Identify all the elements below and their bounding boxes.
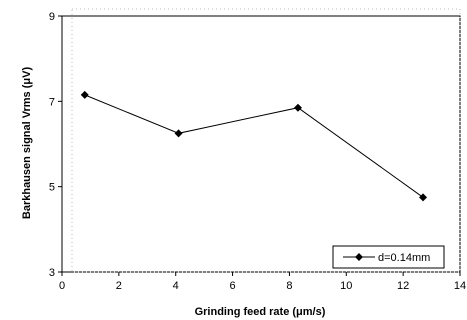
legend-box — [332, 245, 445, 269]
data-point-diamond — [419, 193, 428, 202]
plot-frame — [61, 15, 461, 273]
y-axis-ticks: 3 5 7 9 — [49, 11, 62, 279]
y-tick-label: 7 — [49, 96, 55, 108]
legend-diamond-marker — [355, 253, 363, 261]
x-tick-label: 0 — [59, 280, 65, 292]
x-tick-label: 12 — [397, 280, 409, 292]
legend-label: d=0.14mm — [378, 252, 430, 264]
x-tick-label: 2 — [116, 280, 122, 292]
x-tick-label: 10 — [340, 280, 352, 292]
series-line — [84, 94, 424, 198]
data-point-diamond — [80, 90, 89, 99]
y-tick-label: 3 — [49, 267, 55, 279]
dotted-frame-decoration — [71, 8, 461, 273]
x-tick-label: 4 — [173, 280, 179, 292]
y-axis-label: Barkhausen signal Vrms (μV) — [21, 67, 33, 220]
x-tick-label: 6 — [230, 280, 236, 292]
y-tick-label: 5 — [49, 182, 55, 194]
plot-area — [61, 8, 461, 273]
y-tick-label: 9 — [49, 11, 55, 23]
data-point-diamond — [293, 103, 302, 112]
x-axis-label: Grinding feed rate (μm/s) — [195, 306, 326, 318]
x-tick-label: 8 — [286, 280, 292, 292]
legend: d=0.14mm — [332, 245, 445, 269]
x-tick-label: 14 — [454, 280, 466, 292]
data-point-diamond — [174, 129, 183, 138]
x-axis-ticks: 0 2 4 6 8 10 12 14 — [59, 272, 466, 292]
series-group — [80, 90, 428, 202]
